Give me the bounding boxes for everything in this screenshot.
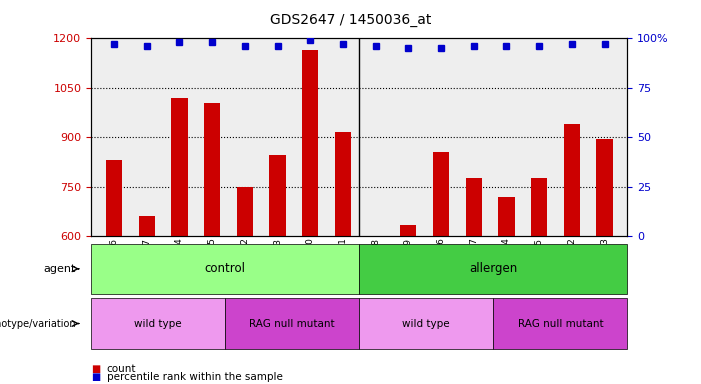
Text: agent: agent (43, 264, 76, 274)
Bar (302, 50, 318, 384)
Text: ■: ■ (91, 364, 100, 374)
Text: wild type: wild type (135, 318, 182, 329)
Text: allergen: allergen (469, 262, 517, 275)
Bar (498, 197, 515, 384)
Bar (171, 98, 188, 384)
Bar (237, 187, 253, 384)
Bar (564, 124, 580, 384)
Bar (465, 179, 482, 384)
Bar (400, 225, 416, 384)
Bar (269, 156, 286, 384)
Text: percentile rank within the sample: percentile rank within the sample (107, 372, 283, 382)
Bar (106, 161, 122, 384)
Text: wild type: wild type (402, 318, 450, 329)
Bar (367, 235, 383, 384)
Text: RAG null mutant: RAG null mutant (517, 318, 603, 329)
Bar (531, 179, 547, 384)
Bar (597, 139, 613, 384)
Text: count: count (107, 364, 136, 374)
Text: RAG null mutant: RAG null mutant (250, 318, 335, 329)
Text: GDS2647 / 1450036_at: GDS2647 / 1450036_at (270, 13, 431, 27)
Text: ■: ■ (91, 372, 100, 382)
Text: control: control (205, 262, 245, 275)
Bar (204, 103, 220, 384)
Bar (433, 152, 449, 384)
Bar (335, 132, 351, 384)
Text: genotype/variation: genotype/variation (0, 318, 76, 329)
Bar (139, 217, 155, 384)
